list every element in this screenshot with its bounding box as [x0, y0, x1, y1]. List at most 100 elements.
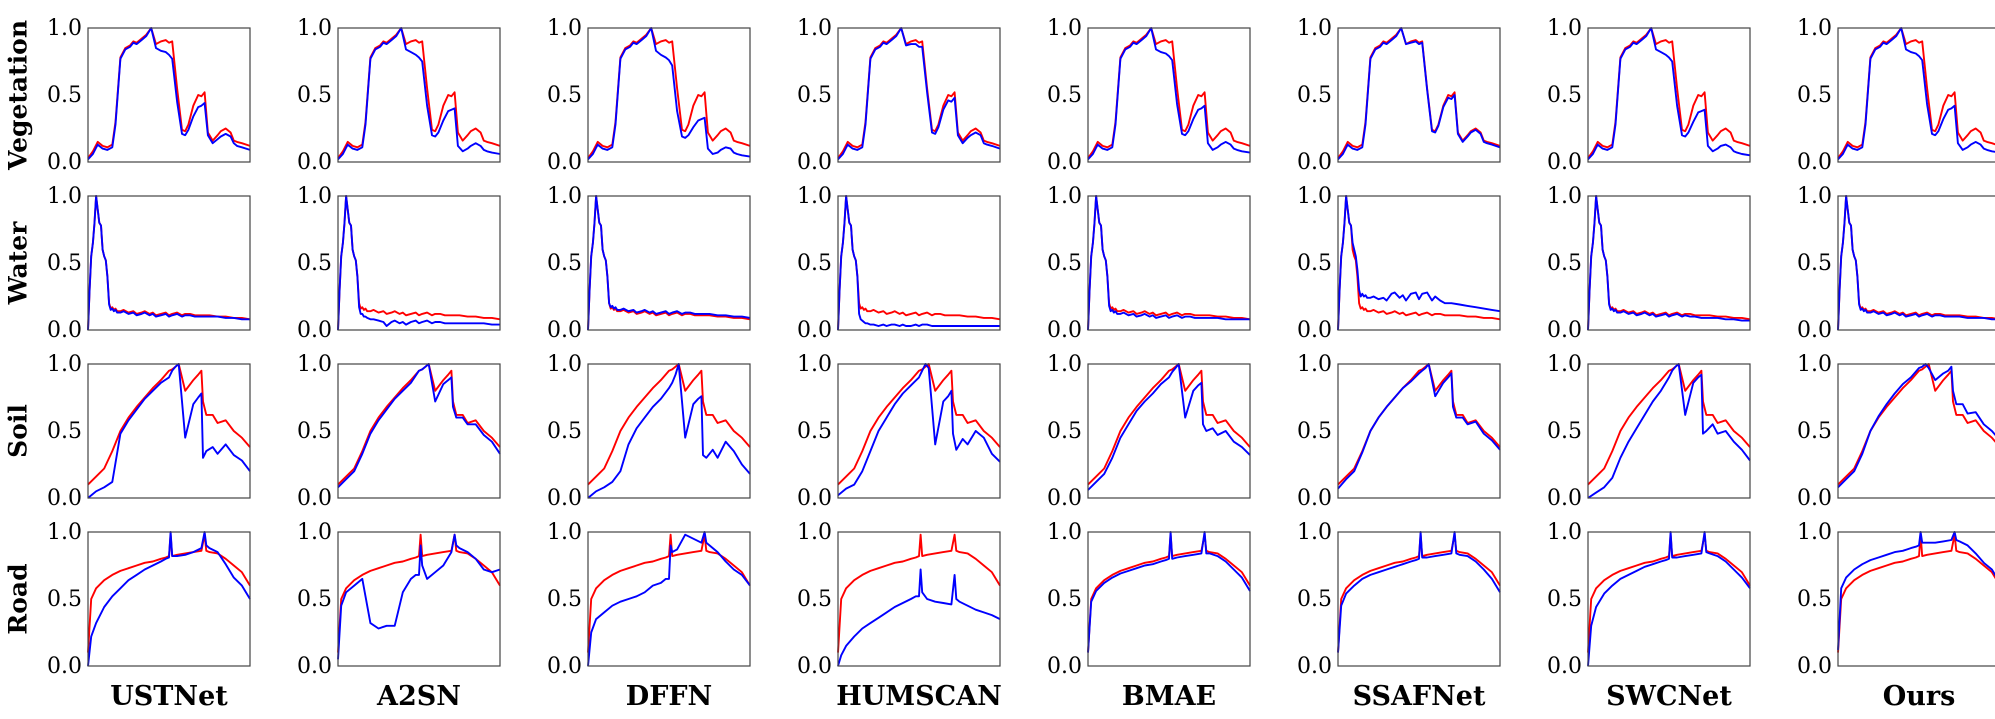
y-tick-label: 0.0: [547, 486, 582, 511]
y-tick-label: 0.5: [1797, 587, 1832, 612]
y-tick-label: 0.5: [797, 83, 832, 108]
panel-vegetation-ours: 0.0 0.5 1.0: [1797, 16, 1995, 175]
panel-vegetation-bmae: 0.0 0.5 1.0: [1047, 16, 1251, 175]
y-tick-label: 0.5: [47, 419, 82, 444]
y-tick-label: 0.5: [1047, 251, 1082, 276]
axes-frame: [1587, 27, 1751, 163]
axes-frame: [587, 27, 751, 163]
panel-water-a2sn: 0.0 0.5 1.0: [297, 184, 501, 343]
panel-road-a2sn: 0.0 0.5 1.0: [297, 520, 501, 679]
reference-spectrum-line: [837, 363, 1001, 486]
panel-road-swcnet: 0.0 0.5 1.0: [1547, 520, 1751, 679]
reference-spectrum-line: [1087, 27, 1251, 159]
column-label-a2sn: A2SN: [376, 681, 461, 712]
estimated-spectrum-line: [837, 363, 1001, 497]
y-tick-label: 0.5: [547, 419, 582, 444]
axes-frame: [1337, 195, 1501, 331]
axes-frame: [837, 363, 1001, 499]
reference-spectrum-line: [587, 533, 751, 653]
y-tick-label: 1.0: [797, 520, 832, 545]
y-tick-label: 1.0: [1797, 352, 1832, 377]
panel-vegetation-dffn: 0.0 0.5 1.0: [547, 16, 751, 175]
estimated-spectrum-line: [587, 195, 751, 331]
y-tick-label: 1.0: [797, 352, 832, 377]
reference-spectrum-line: [1087, 363, 1251, 486]
y-tick-label: 1.0: [797, 16, 832, 41]
estimated-spectrum-line: [1837, 195, 1995, 331]
row-label-vegetation: Vegetation: [4, 20, 33, 171]
y-tick-label: 0.0: [1047, 150, 1082, 175]
y-tick-label: 0.5: [297, 83, 332, 108]
panel-vegetation-a2sn: 0.0 0.5 1.0: [297, 16, 501, 175]
axes-frame: [837, 27, 1001, 163]
column-label-ustnet: USTNet: [110, 681, 228, 712]
y-tick-label: 1.0: [1047, 184, 1082, 209]
y-tick-label: 0.0: [1797, 654, 1832, 679]
reference-spectrum-line: [1837, 533, 1995, 653]
y-tick-label: 0.0: [297, 150, 332, 175]
y-tick-label: 0.0: [1297, 318, 1332, 343]
y-tick-label: 0.0: [1547, 150, 1582, 175]
axes-frame: [587, 363, 751, 499]
axes-frame: [1087, 531, 1251, 667]
y-tick-label: 0.5: [1547, 83, 1582, 108]
y-tick-label: 0.5: [297, 587, 332, 612]
y-tick-label: 0.0: [1047, 486, 1082, 511]
y-tick-label: 1.0: [1547, 352, 1582, 377]
panel-road-ustnet: 0.0 0.5 1.0: [47, 520, 251, 679]
axes-frame: [587, 531, 751, 667]
y-tick-label: 0.0: [1297, 150, 1332, 175]
estimated-spectrum-line: [1087, 195, 1250, 331]
axes-frame: [837, 531, 1001, 667]
estimated-spectrum-line: [87, 363, 251, 499]
panel-soil-humscan: 0.0 0.5 1.0: [797, 352, 1001, 511]
estimated-spectrum-line: [337, 533, 501, 660]
estimated-spectrum-line: [1837, 363, 1995, 488]
estimated-spectrum-line: [1837, 531, 1995, 650]
reference-spectrum-line: [1337, 363, 1501, 486]
y-tick-label: 0.5: [1797, 251, 1832, 276]
axes-frame: [87, 531, 251, 667]
y-tick-label: 0.5: [547, 587, 582, 612]
y-tick-label: 0.5: [547, 251, 582, 276]
panel-road-humscan: 0.0 0.5 1.0: [797, 520, 1001, 679]
estimated-spectrum-line: [587, 531, 751, 667]
y-tick-label: 0.5: [1047, 83, 1082, 108]
y-tick-label: 0.5: [297, 419, 332, 444]
y-tick-label: 0.5: [47, 587, 82, 612]
estimated-spectrum-line: [1087, 531, 1251, 653]
estimated-spectrum-line: [87, 195, 250, 331]
y-tick-label: 1.0: [297, 352, 332, 377]
y-tick-label: 1.0: [1297, 16, 1332, 41]
axes-frame: [337, 531, 501, 667]
y-tick-label: 1.0: [297, 16, 332, 41]
y-tick-label: 1.0: [47, 184, 82, 209]
y-tick-label: 0.5: [1297, 419, 1332, 444]
y-tick-label: 1.0: [1797, 520, 1832, 545]
y-tick-label: 1.0: [47, 16, 82, 41]
y-tick-label: 0.5: [47, 251, 82, 276]
estimated-spectrum-line: [1587, 363, 1751, 499]
y-tick-label: 1.0: [47, 520, 82, 545]
panel-vegetation-humscan: 0.0 0.5 1.0: [797, 16, 1001, 175]
panel-road-dffn: 0.0 0.5 1.0: [547, 520, 751, 679]
reference-spectrum-line: [337, 27, 501, 159]
estimated-spectrum-line: [337, 27, 501, 160]
axes-frame: [1087, 195, 1251, 331]
y-tick-label: 1.0: [547, 352, 582, 377]
y-tick-label: 1.0: [47, 352, 82, 377]
column-label-bmae: BMAE: [1122, 681, 1216, 712]
y-tick-label: 0.0: [1047, 318, 1082, 343]
y-tick-label: 0.0: [297, 318, 332, 343]
y-tick-label: 0.0: [1547, 486, 1582, 511]
panel-road-bmae: 0.0 0.5 1.0: [1047, 520, 1251, 679]
y-tick-label: 1.0: [797, 184, 832, 209]
y-tick-label: 0.0: [797, 486, 832, 511]
estimated-spectrum-line: [1837, 27, 1995, 160]
y-tick-label: 0.0: [1797, 318, 1832, 343]
y-tick-label: 0.0: [1797, 150, 1832, 175]
axes-frame: [837, 195, 1001, 331]
y-tick-label: 0.0: [547, 150, 582, 175]
column-label-ours: Ours: [1883, 681, 1956, 712]
y-tick-label: 0.5: [1047, 419, 1082, 444]
